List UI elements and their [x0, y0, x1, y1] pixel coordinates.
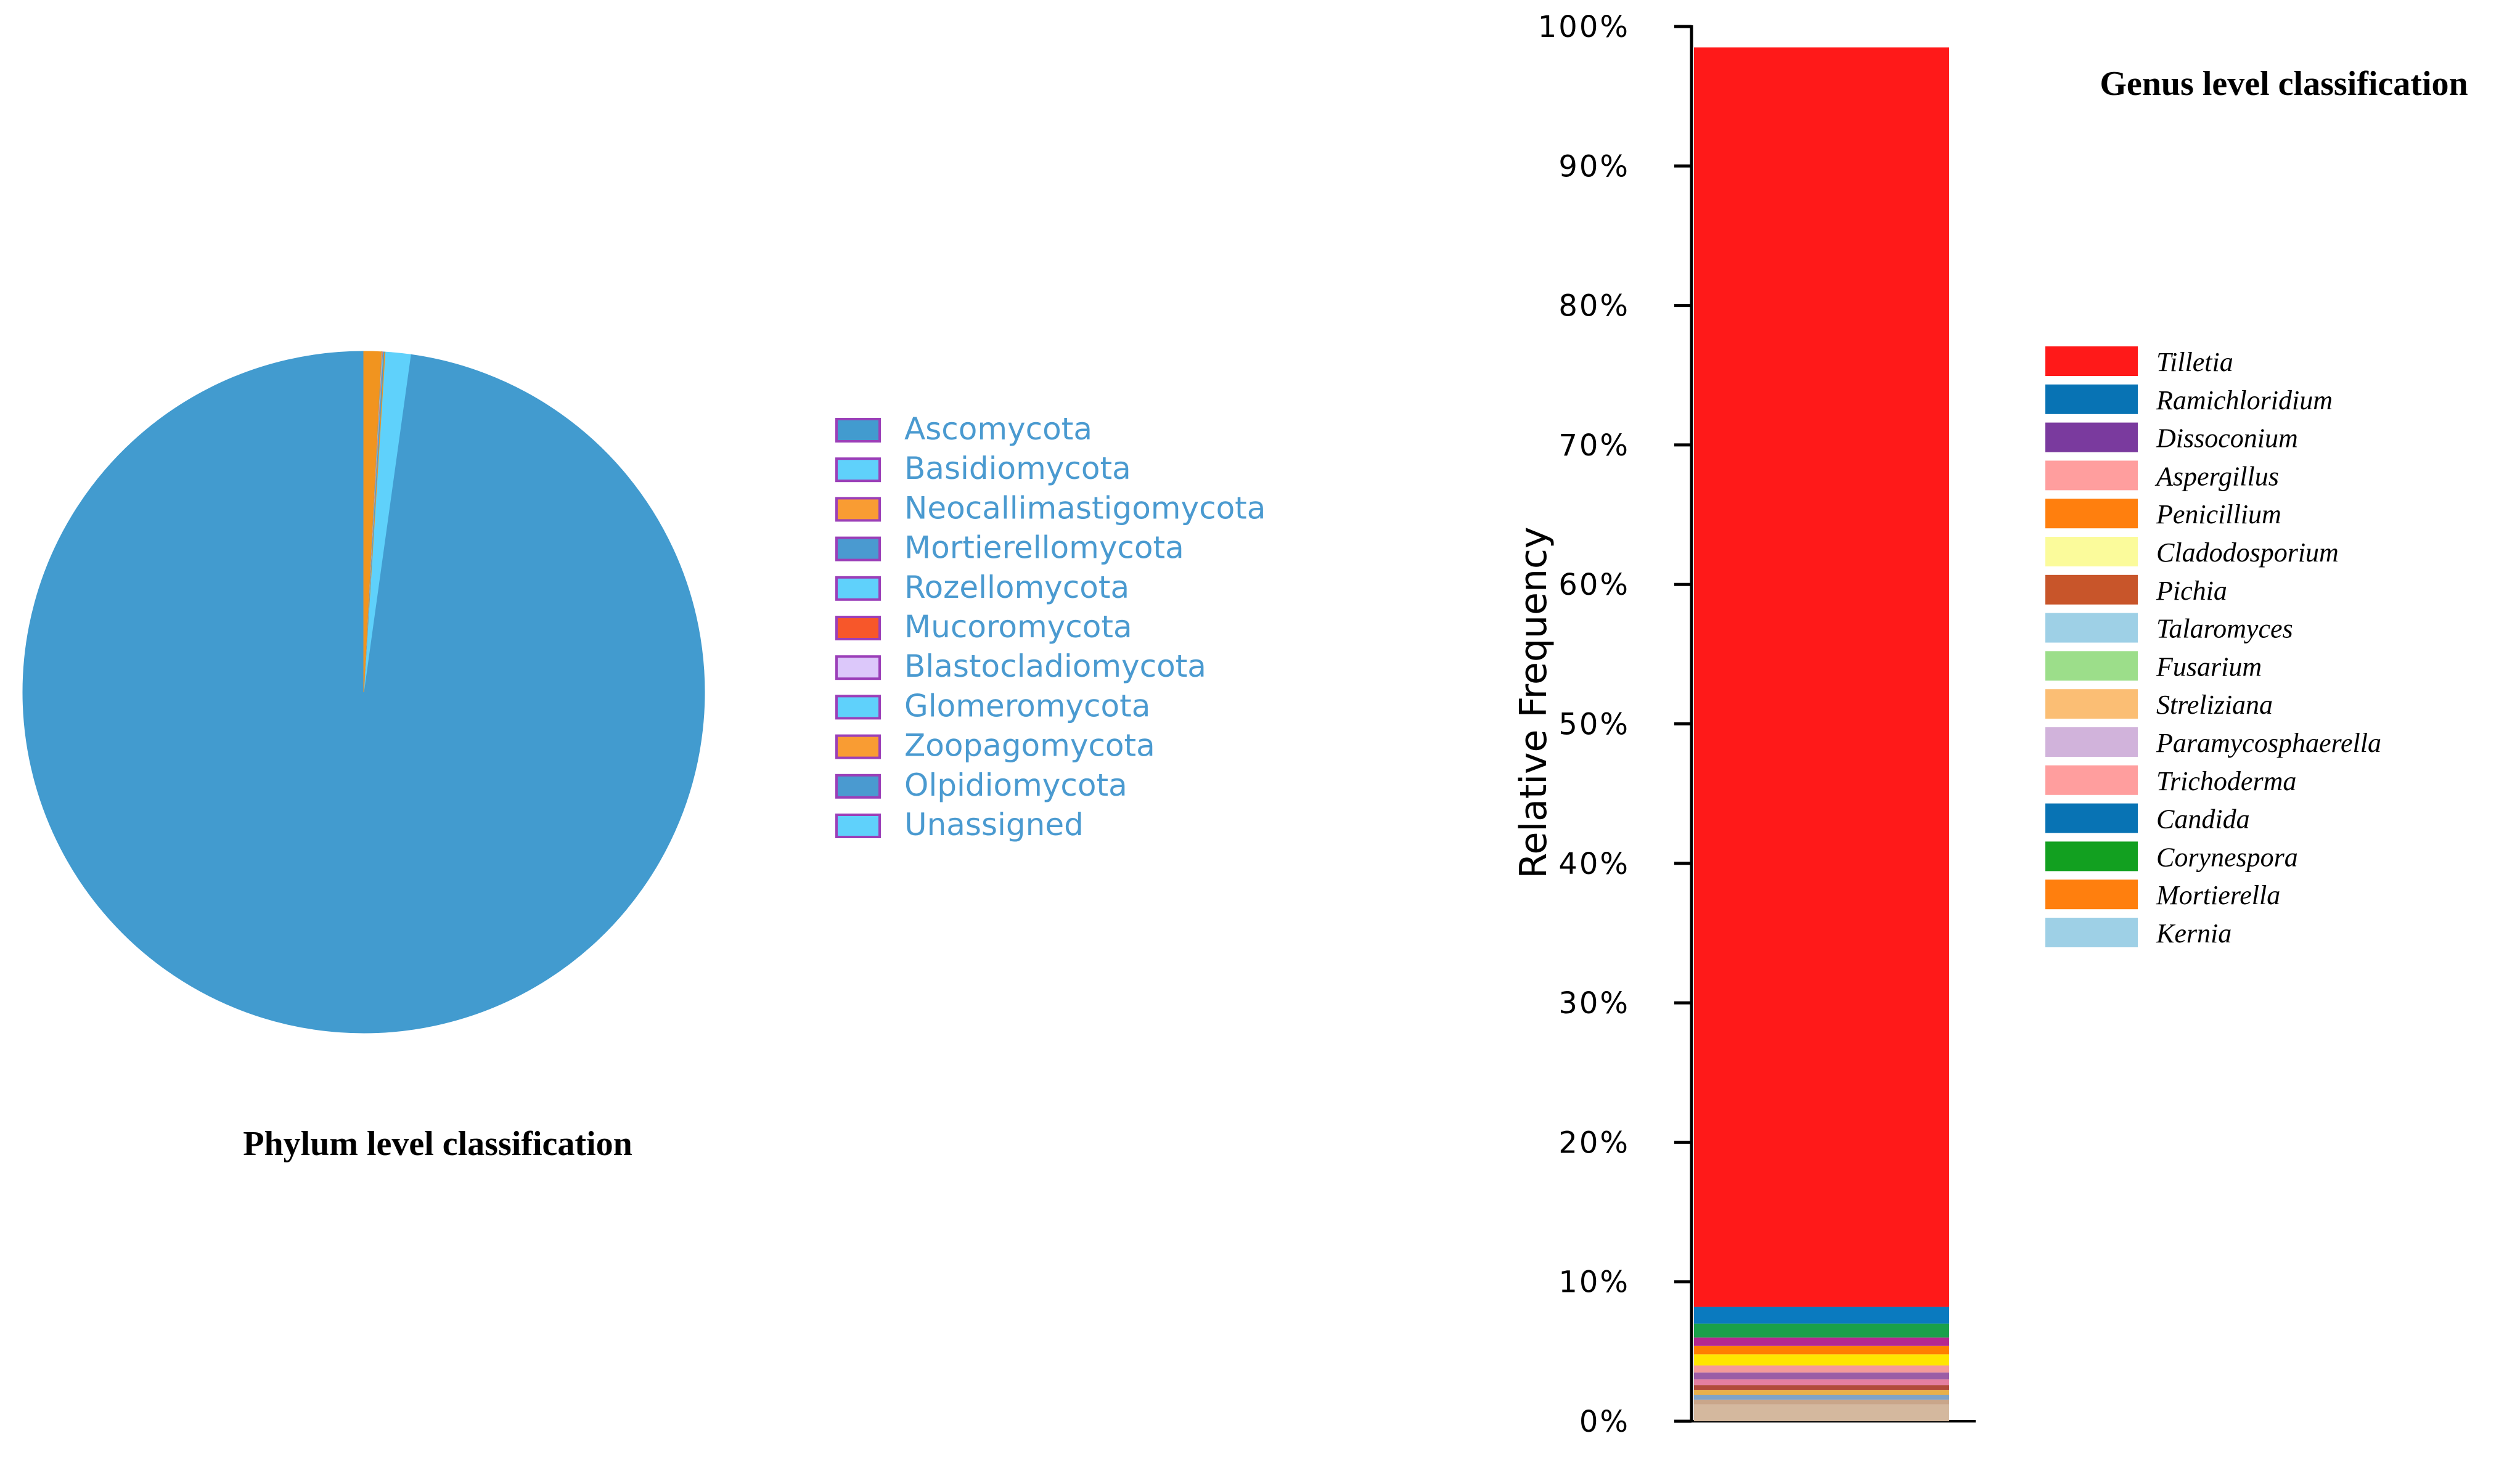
- bar-legend-swatch-tilletia: [2045, 346, 2138, 376]
- bar-segment-4: [1694, 1385, 1949, 1390]
- bar-segment-0: [1694, 1404, 1949, 1421]
- bar-legend-label-candida: Candida: [2156, 804, 2250, 835]
- pie-legend-swatch-unassigned: [835, 814, 881, 838]
- bar-segment-11: [1694, 1323, 1949, 1338]
- bar-legend-swatch-cladodosporium: [2045, 537, 2138, 566]
- bar-legend-swatch-ramichloridium: [2045, 384, 2138, 414]
- y-tick-label: 30%: [1558, 986, 1630, 1021]
- bar-legend-label-kernia: Kernia: [2156, 918, 2232, 949]
- pie-legend-label-ascomycota: Ascomycota: [904, 411, 1092, 447]
- pie-legend: Ascomycota Basidiomycota Neocallimastigomy…: [835, 411, 1266, 843]
- bar-legend-swatch-fusarium: [2045, 651, 2138, 681]
- bar-legend-label-paramycosphaerella: Paramycosphaerella: [2156, 728, 2381, 758]
- y-tick-label: 20%: [1558, 1125, 1630, 1160]
- bar-legend-label-pichia: Pichia: [2156, 576, 2227, 606]
- pie-legend-swatch-glomeromycota: [835, 695, 881, 720]
- bar-segment-6: [1694, 1372, 1949, 1380]
- bar-legend-swatch-trichoderma: [2045, 765, 2138, 795]
- bar-legend-swatch-candida: [2045, 803, 2138, 833]
- pie-chart: [22, 351, 705, 1034]
- bar-legend: Tilletia Ramichloridium Dissoconium Aspergi…: [2045, 346, 2381, 949]
- pie-legend-swatch-neocallimastigomycota: [835, 497, 881, 522]
- bar-segment-8: [1694, 1354, 1949, 1366]
- y-tick-label: 70%: [1558, 428, 1630, 463]
- bar-legend-swatch-talaromyces: [2045, 613, 2138, 643]
- y-tick-label: 10%: [1558, 1265, 1630, 1300]
- y-tick-label: 50%: [1558, 708, 1630, 742]
- y-tick-label: 100%: [1538, 10, 1630, 44]
- bar-segment-13: [1694, 47, 1949, 1307]
- bar-legend-label-tilletia: Tilletia: [2156, 347, 2233, 377]
- pie-legend-label-mortierellomycota: Mortierellomycota: [904, 530, 1184, 566]
- bar-legend-swatch-mortierella: [2045, 880, 2138, 910]
- bar-segment-1: [1694, 1399, 1949, 1405]
- bar-legend-label-talaromyces: Talaromyces: [2156, 614, 2293, 644]
- y-tick-label: 80%: [1558, 289, 1630, 324]
- bar-legend-swatch-streliziana: [2045, 689, 2138, 719]
- pie-legend-swatch-ascomycota: [835, 418, 881, 443]
- pie-legend-swatch-basidiomycota: [835, 457, 881, 483]
- pie-legend-label-glomeromycota: Glomeromycota: [904, 688, 1150, 724]
- bar-legend-label-fusarium: Fusarium: [2156, 651, 2262, 682]
- bar-legend-swatch-dissoconium: [2045, 422, 2138, 452]
- pie-legend-label-mucoromycota: Mucoromycota: [904, 609, 1132, 645]
- bar-legend-swatch-kernia: [2045, 918, 2138, 947]
- bar-segment-10: [1694, 1337, 1949, 1346]
- bar-legend-label-streliziana: Streliziana: [2156, 690, 2273, 720]
- bar-legend-label-penicillium: Penicillium: [2156, 499, 2281, 529]
- pie-legend-swatch-mortierellomycota: [835, 536, 881, 561]
- y-tick-label: 40%: [1558, 847, 1630, 881]
- y-axis-label: Relative Frequency: [1512, 527, 1555, 879]
- bar-legend-label-corynespora: Corynespora: [2156, 842, 2298, 872]
- bar-legend-swatch-pichia: [2045, 574, 2138, 605]
- pie-legend-label-olpidiomycota: Olpidiomycota: [904, 767, 1127, 803]
- pie-legend-label-zoopagomycota: Zoopagomycota: [904, 728, 1155, 764]
- bar-segment-2: [1694, 1395, 1949, 1400]
- pie-legend-swatch-rozellomycota: [835, 576, 881, 601]
- bar-segment-7: [1694, 1365, 1949, 1373]
- y-tick-label: 0%: [1579, 1405, 1630, 1439]
- pie-legend-swatch-mucoromycota: [835, 616, 881, 640]
- bar-legend-swatch-penicillium: [2045, 499, 2138, 529]
- bar-legend-swatch-corynespora: [2045, 841, 2138, 871]
- pie-title: Phylum level classification: [243, 1125, 632, 1163]
- y-tick-label: 90%: [1558, 149, 1630, 184]
- pie-legend-label-unassigned: Unassigned: [904, 807, 1084, 843]
- bar-legend-label-trichoderma: Trichoderma: [2156, 766, 2296, 796]
- bar-legend-swatch-paramycosphaerella: [2045, 727, 2138, 757]
- bar-legend-label-mortierella: Mortierella: [2156, 880, 2280, 910]
- y-tick-label: 60%: [1558, 568, 1630, 602]
- pie-legend-label-basidiomycota: Basidiomycota: [904, 451, 1131, 486]
- pie-legend-swatch-olpidiomycota: [835, 773, 881, 799]
- pie-legend-label-neocallimastigomycota: Neocallimastigomycota: [904, 490, 1266, 526]
- pie-legend-swatch-blastocladiomycota: [835, 655, 881, 680]
- bar-segment-5: [1694, 1379, 1949, 1386]
- pie-legend-label-blastocladiomycota: Blastocladiomycota: [904, 648, 1206, 684]
- bar-legend-swatch-aspergillus: [2045, 460, 2138, 491]
- bar-legend-label-ramichloridium: Ramichloridium: [2156, 385, 2333, 415]
- bar-legend-label-dissoconium: Dissoconium: [2156, 423, 2298, 454]
- bar-legend-label-aspergillus: Aspergillus: [2154, 461, 2279, 491]
- bar-segment-3: [1694, 1390, 1949, 1395]
- pie-slice-unassigned: [363, 351, 382, 693]
- bar-segment-12: [1694, 1307, 1949, 1324]
- bar-segment-9: [1694, 1345, 1949, 1355]
- bar-legend-label-cladodosporium: Cladodosporium: [2156, 537, 2339, 568]
- bar-title: Genus level classification: [2100, 65, 2468, 103]
- stacked-bar: [1694, 47, 1949, 1421]
- pie-legend-swatch-zoopagomycota: [835, 734, 881, 759]
- pie-legend-label-rozellomycota: Rozellomycota: [904, 569, 1129, 605]
